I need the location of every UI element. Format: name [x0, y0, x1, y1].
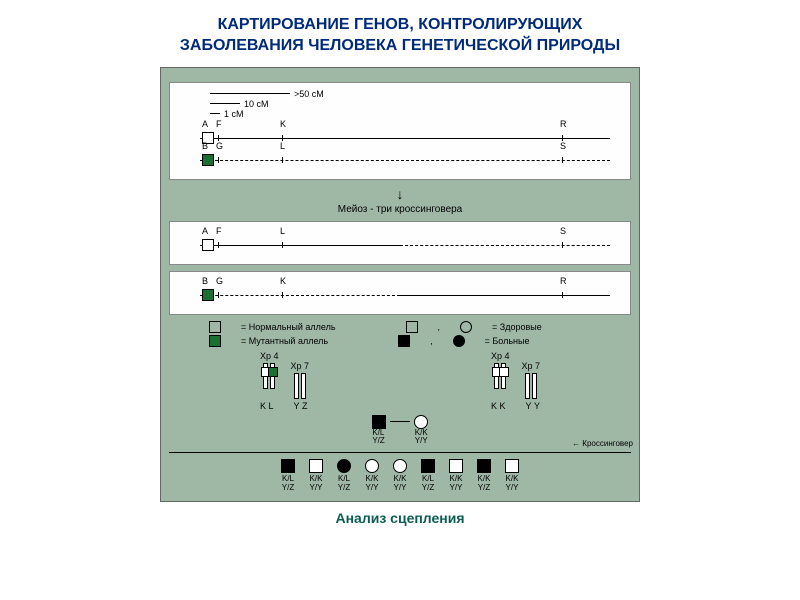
offspring-geno: K/K Y/Z: [477, 475, 491, 493]
c2-L: L: [280, 226, 285, 236]
xp7-lbl-r: Xp 7: [521, 361, 540, 371]
offspring-geno: K/K Y/Y: [309, 475, 323, 493]
panel-chrom3: B G K R: [169, 271, 631, 315]
lbl-K: K: [280, 119, 286, 129]
offspring-item: K/K Y/Y: [309, 459, 323, 493]
male-affected-icon: [421, 459, 435, 473]
mother-icon: [414, 415, 428, 429]
panel-scale-chrom: >50 cM 10 cM 1 cM A F K R B G L S: [169, 82, 631, 180]
offspring-item: K/L Y/Z: [281, 459, 295, 493]
healthy-ci-icon: [460, 321, 472, 333]
diagram-container: >50 cM 10 cM 1 cM A F K R B G L S ↓ М: [160, 67, 640, 502]
sick-ci-icon: [453, 335, 465, 347]
lbl-R: R: [560, 119, 567, 129]
offspring-geno: K/K Y/Y: [449, 475, 463, 493]
lbl-G: G: [216, 141, 223, 151]
chrom2: A F L S: [180, 236, 620, 254]
offspring-item: K/L Y/Z: [337, 459, 351, 493]
offspring-geno: K/L Y/Z: [281, 475, 295, 493]
title-line1: КАРТИРОВАНИЕ ГЕНОВ, КОНТРОЛИРУЮЩИХ: [218, 16, 583, 33]
title-line2: ЗАБОЛЕВАНИЯ ЧЕЛОВЕКА ГЕНЕТИЧЕСКОЙ ПРИРОД…: [180, 37, 620, 54]
caption: Анализ сцепления: [0, 510, 800, 526]
c3-K: K: [280, 276, 286, 286]
female-icon: [393, 459, 407, 473]
offspring-geno: K/K Y/Y: [365, 475, 379, 493]
page-title: КАРТИРОВАНИЕ ГЕНОВ, КОНТРОЛИРУЮЩИХ ЗАБОЛ…: [0, 0, 800, 67]
offspring-geno: K/K Y/Y: [393, 475, 407, 493]
crossover-label: ← Кроссинговер: [572, 439, 633, 448]
c2-A: A: [202, 226, 208, 236]
chrom1-top: A F K R: [180, 129, 620, 147]
mutant-allele-icon: [209, 335, 221, 347]
offspring-item: K/K Y/Y: [365, 459, 379, 493]
lbl-B: B: [202, 141, 208, 151]
offspring-geno: K/L Y/Z: [421, 475, 435, 493]
female-affected-icon: [337, 459, 351, 473]
lbl-A: A: [202, 119, 208, 129]
sick-sq-icon: [398, 335, 410, 347]
scale-1: 1 cM: [224, 109, 244, 119]
c2-S: S: [560, 226, 566, 236]
offspring-item: K/L Y/Z: [421, 459, 435, 493]
offspring-geno: K/L Y/Z: [337, 475, 351, 493]
male-icon: [309, 459, 323, 473]
father-icon: [372, 415, 386, 429]
lbl-S: S: [560, 141, 566, 151]
parent1-geno: K/L Y/Z: [372, 429, 384, 447]
lbl-F: F: [216, 119, 222, 129]
c3-G: G: [216, 276, 223, 286]
male-affected-icon: [477, 459, 491, 473]
healthy-sq-icon: [406, 321, 418, 333]
offspring-item: K/K Y/Y: [505, 459, 519, 493]
scale-10: 10 cM: [244, 99, 269, 109]
arrow-icon: ↓: [169, 186, 631, 202]
chrom1-bot: B G L S: [180, 151, 620, 169]
panel-chrom2: A F L S: [169, 221, 631, 265]
offspring-row: ← Кроссинговер K/L Y/ZK/K Y/YK/L Y/ZK/K …: [169, 452, 631, 493]
c3-R: R: [560, 276, 567, 286]
parent2-geno: K/K Y/Y: [415, 429, 428, 447]
male-icon: [449, 459, 463, 473]
parents-row: [169, 415, 631, 429]
pedigree: Xp 4 Xp 7 K L Y Z: [169, 351, 631, 493]
leg-normal: = Нормальный аллель: [241, 322, 336, 332]
chrom3: B G K R: [180, 286, 620, 304]
offspring-geno: K/K Y/Y: [505, 475, 519, 493]
c3-B: B: [202, 276, 208, 286]
legend: = Нормальный аллель , = Здоровые = Мутан…: [169, 321, 631, 347]
xp7-lbl-l: Xp 7: [290, 361, 309, 371]
female-icon: [365, 459, 379, 473]
scale-50: >50 cM: [294, 89, 324, 99]
leg-mutant: = Мутантный аллель: [241, 336, 328, 346]
lbl-L: L: [280, 141, 285, 151]
meiosis-label: Мейоз - три кроссинговера: [169, 204, 631, 215]
scale-bar: >50 cM 10 cM 1 cM: [210, 89, 620, 119]
male-affected-icon: [281, 459, 295, 473]
xp4-lbl-r: Xp 4: [491, 351, 510, 361]
xp4-lbl-l: Xp 4: [260, 351, 279, 361]
leg-healthy: = Здоровые: [492, 322, 542, 332]
leg-sick: = Больные: [485, 336, 530, 346]
offspring-item: K/K Y/Y: [393, 459, 407, 493]
offspring-item: K/K Y/Z: [477, 459, 491, 493]
parent-left-xp: Xp 4 Xp 7 K L Y Z: [260, 351, 309, 411]
parent-right-xp: Xp 4 Xp 7 K K Y Y: [491, 351, 540, 411]
c2-F: F: [216, 226, 222, 236]
normal-allele-icon: [209, 321, 221, 333]
offspring-item: K/K Y/Y: [449, 459, 463, 493]
male-icon: [505, 459, 519, 473]
